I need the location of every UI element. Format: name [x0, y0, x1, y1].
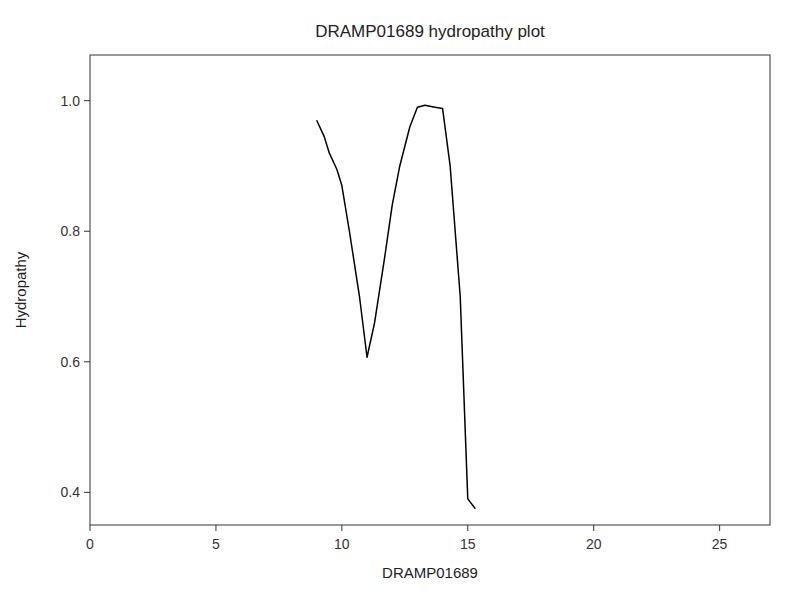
- x-tick: [593, 525, 594, 531]
- x-tick-label: 0: [86, 536, 94, 552]
- x-axis-label: DRAMP01689: [382, 564, 478, 581]
- y-tick-label: 1.0: [61, 93, 81, 109]
- data-line: [317, 105, 476, 508]
- y-tick: [84, 231, 90, 232]
- y-tick-label: 0.8: [61, 223, 81, 239]
- y-tick: [84, 361, 90, 362]
- x-tick-label: 10: [334, 536, 350, 552]
- x-tick-label: 5: [212, 536, 220, 552]
- x-tick-label: 25: [712, 536, 728, 552]
- x-tick: [467, 525, 468, 531]
- y-tick: [84, 492, 90, 493]
- x-tick: [719, 525, 720, 531]
- x-tick-label: 20: [586, 536, 602, 552]
- title: DRAMP01689 hydropathy plot: [315, 22, 545, 41]
- y-tick-label: 0.6: [61, 354, 81, 370]
- x-tick: [215, 525, 216, 531]
- y-axis-label: Hydropathy: [12, 251, 29, 328]
- chart: 0 5 10 15 20 25 0.4 0.6 0.8 1.0 DRAMP01689 hydropa…: [0, 0, 800, 600]
- x-tick-label: 15: [460, 536, 476, 552]
- x-tick: [90, 525, 91, 531]
- x-tick: [341, 525, 342, 531]
- y-tick: [84, 100, 90, 101]
- plot-area: [317, 105, 476, 508]
- y-tick-label: 0.4: [61, 484, 81, 500]
- plot-frame: [90, 55, 770, 525]
